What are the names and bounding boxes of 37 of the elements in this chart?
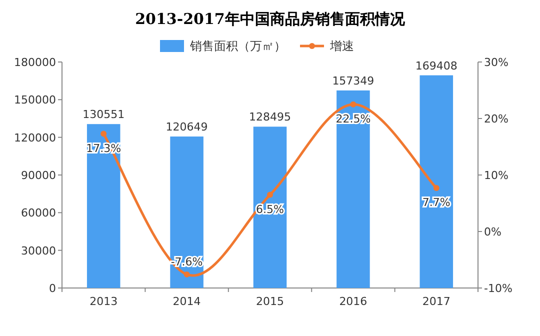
point	[267, 192, 273, 198]
data-label: 22.5%	[336, 112, 371, 126]
bar	[253, 126, 287, 288]
y-tick-label: 0	[49, 282, 56, 295]
bar	[420, 75, 454, 288]
legend-label: 销售面积（万㎡）	[189, 39, 286, 53]
y-tick-label: 90000	[21, 169, 56, 182]
data-label: 128495	[249, 110, 291, 124]
y-tick-label: 120000	[14, 131, 56, 144]
bar	[86, 124, 120, 288]
point	[350, 101, 356, 108]
bar	[170, 136, 204, 288]
data-label: 169408	[415, 59, 458, 72]
chart-title: 2013-2017年中国商品房销售面积情况	[135, 10, 406, 28]
y2-tick-label: 10%	[484, 169, 508, 182]
data-label: 7.7%	[422, 196, 450, 209]
x-tick-label: 2014	[172, 295, 201, 308]
y2-tick-label: 0%	[484, 226, 502, 238]
data-label: 120649	[166, 120, 208, 134]
point	[184, 271, 190, 278]
x-tick-label: 2016	[339, 295, 368, 308]
y2-tick-label: -10%	[484, 282, 512, 295]
y2-tick-label: 20%	[484, 112, 508, 126]
data-label: 157349	[332, 74, 374, 88]
x-tick-label: 2017	[422, 295, 450, 308]
point	[433, 184, 440, 191]
data-label: 130551	[82, 108, 125, 122]
x-tick-label: 2013	[90, 295, 118, 308]
y2-tick-label: 30%	[484, 56, 508, 69]
y-tick-label: 180000	[14, 56, 56, 69]
x-tick-label: 2015	[256, 295, 284, 308]
y-tick-label: 60000	[21, 206, 56, 220]
y-tick-label: 30000	[21, 244, 56, 258]
point	[100, 130, 107, 137]
bar	[336, 90, 370, 288]
legend-label: 增速	[329, 39, 354, 53]
y-tick-label: 150000	[14, 94, 56, 107]
